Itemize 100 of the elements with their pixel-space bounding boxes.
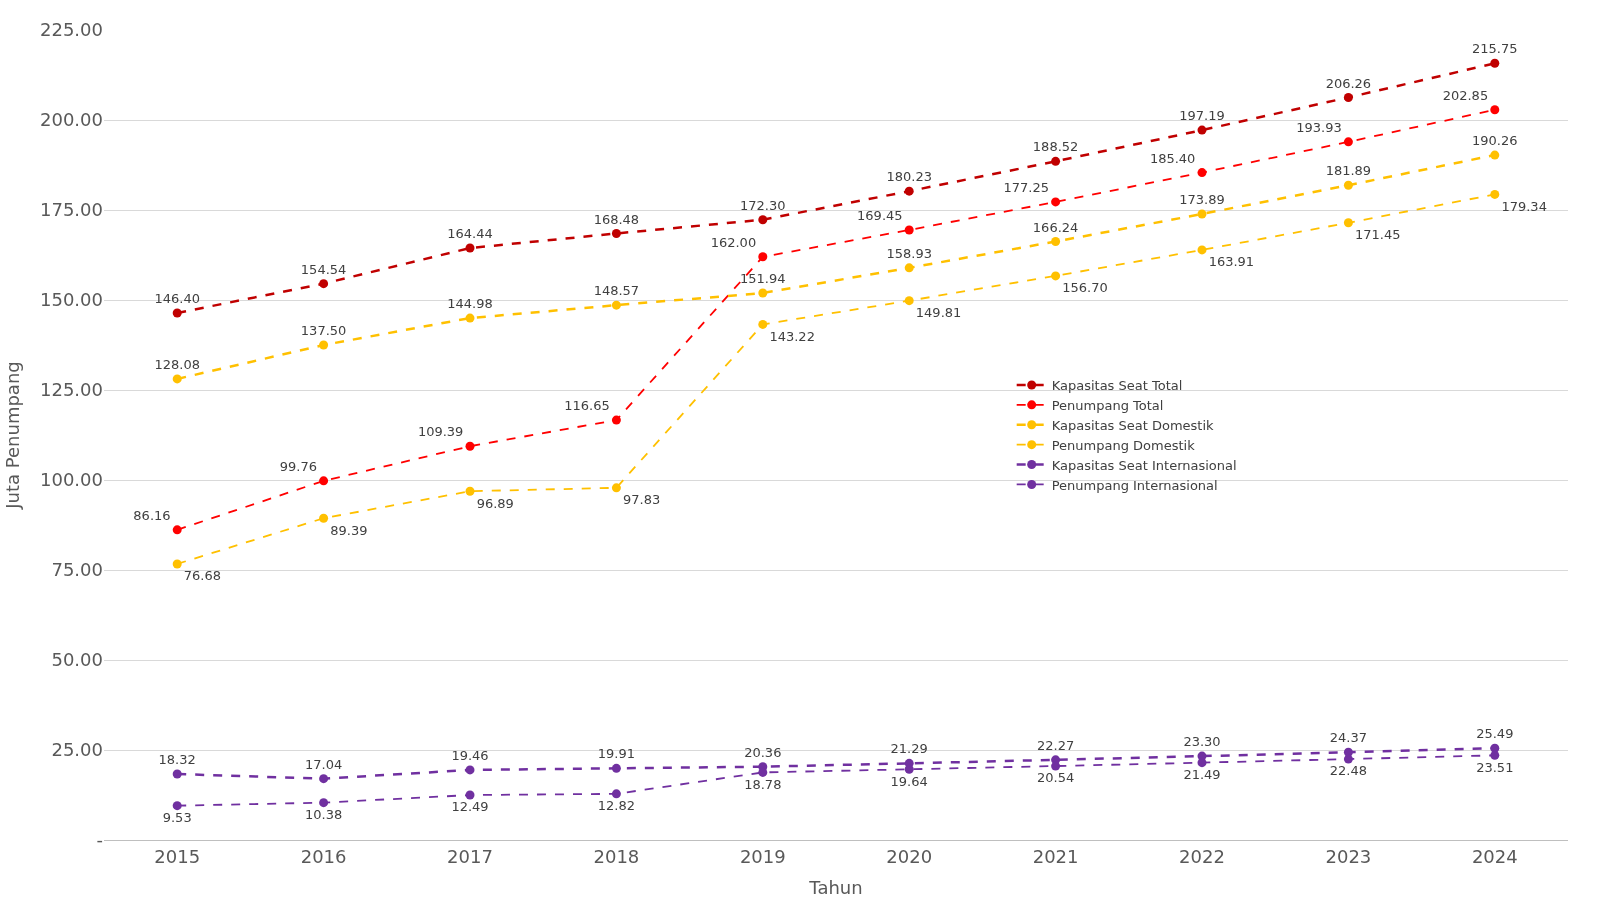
point: [319, 513, 329, 523]
point: [465, 313, 475, 323]
y-tick-label: 50.00: [51, 649, 103, 671]
legend-label: Kapasitas Seat Domestik: [1051, 417, 1215, 433]
data-label: 154.54: [300, 261, 347, 277]
point: [1343, 180, 1353, 190]
data-label: 96.89: [476, 495, 514, 511]
data-label: 12.82: [597, 798, 636, 814]
data-label: 148.57: [593, 283, 640, 299]
point: [1051, 197, 1061, 207]
point: [1490, 189, 1500, 199]
data-label: 172.30: [740, 197, 786, 213]
point: [1490, 58, 1500, 68]
x-tick-label: 2020: [886, 845, 933, 867]
data-label: 171.45: [1355, 227, 1401, 243]
point: [904, 186, 914, 196]
data-label: 177.25: [1003, 180, 1049, 196]
point: [1343, 92, 1353, 102]
y-tick-label: 75.00: [51, 559, 103, 581]
point: [465, 441, 475, 451]
x-tick-label: 2017: [447, 845, 493, 867]
x-tick-label: 2015: [154, 845, 201, 867]
y-tick-label: 100.00: [40, 469, 103, 491]
data-label: 143.22: [769, 328, 815, 344]
data-label: 158.93: [886, 245, 932, 261]
point: [1490, 105, 1500, 115]
point: [611, 483, 621, 493]
point: [1197, 245, 1207, 255]
point: [172, 374, 182, 384]
point: [465, 765, 475, 775]
point: [1197, 168, 1207, 178]
x-tick-label: 2022: [1179, 845, 1225, 867]
x-tick-label: 2019: [739, 845, 786, 867]
y-tick-label: 150.00: [40, 289, 103, 311]
point: [611, 300, 621, 310]
point: [758, 288, 768, 298]
data-label: 23.51: [1476, 759, 1514, 775]
point: [319, 476, 329, 486]
data-label: 149.81: [915, 305, 962, 321]
y-tick-label: 125.00: [40, 379, 103, 401]
data-label: 86.16: [133, 507, 171, 523]
data-label: 164.44: [447, 226, 493, 242]
data-label: 20.36: [744, 744, 782, 760]
data-label: 156.70: [1062, 280, 1108, 296]
data-label: 99.76: [279, 458, 317, 474]
data-label: 144.98: [447, 296, 493, 312]
data-label: 202.85: [1442, 87, 1489, 103]
point: [1197, 125, 1207, 135]
data-label: 116.65: [564, 398, 610, 414]
data-label: 180.23: [886, 169, 932, 185]
point: [172, 801, 182, 811]
data-label: 17.04: [304, 756, 343, 772]
legend-label: Penumpang Internasional: [1051, 477, 1218, 493]
data-label: 23.30: [1183, 734, 1221, 750]
y-tick-label: 200.00: [40, 109, 103, 131]
point: [758, 319, 768, 329]
x-tick-label: 2016: [300, 845, 347, 867]
legend-label: Penumpang Domestik: [1051, 437, 1196, 453]
data-label: 18.78: [744, 776, 782, 792]
x-tick-label: 2018: [593, 845, 640, 867]
data-label: 179.34: [1501, 198, 1547, 214]
point: [904, 225, 914, 235]
data-label: 12.49: [451, 799, 489, 815]
point: [1343, 218, 1353, 228]
data-label: 185.40: [1149, 150, 1196, 166]
point: [611, 415, 621, 425]
point: [904, 296, 914, 306]
data-label: 19.91: [597, 746, 636, 762]
data-label: 215.75: [1472, 41, 1518, 57]
data-label: 168.48: [593, 211, 640, 227]
point: [1490, 150, 1500, 160]
point: [1051, 156, 1061, 166]
point: [1051, 237, 1061, 247]
point: [1051, 271, 1061, 281]
y-axis-title: Juta Penumpang: [2, 361, 24, 510]
data-label: 109.39: [417, 424, 464, 440]
point: [172, 769, 182, 779]
data-label: 22.48: [1329, 763, 1368, 779]
y-tick-label: 175.00: [40, 199, 103, 221]
legend-label: Penumpang Total: [1051, 397, 1164, 413]
data-label: 25.49: [1476, 726, 1514, 742]
x-tick-label: 2023: [1325, 845, 1372, 867]
data-label: 146.40: [154, 291, 200, 307]
point: [319, 774, 329, 784]
data-label: 20.54: [1036, 770, 1075, 786]
data-label: 18.32: [158, 752, 196, 768]
data-label: 169.45: [857, 208, 903, 224]
x-axis-title: Tahun: [808, 876, 863, 898]
x-tick-label: 2024: [1471, 845, 1518, 867]
data-label: 166.24: [1032, 219, 1079, 235]
data-label: 190.26: [1472, 133, 1518, 149]
data-label: 19.46: [451, 748, 489, 764]
data-label: 137.50: [300, 323, 347, 339]
point: [904, 263, 914, 273]
data-label: 21.29: [890, 741, 928, 757]
data-label: 89.39: [330, 522, 368, 538]
data-label: 151.94: [740, 271, 786, 287]
point: [172, 559, 182, 569]
y-tick-label: 225.00: [40, 19, 103, 41]
data-label: 9.53: [162, 810, 192, 826]
